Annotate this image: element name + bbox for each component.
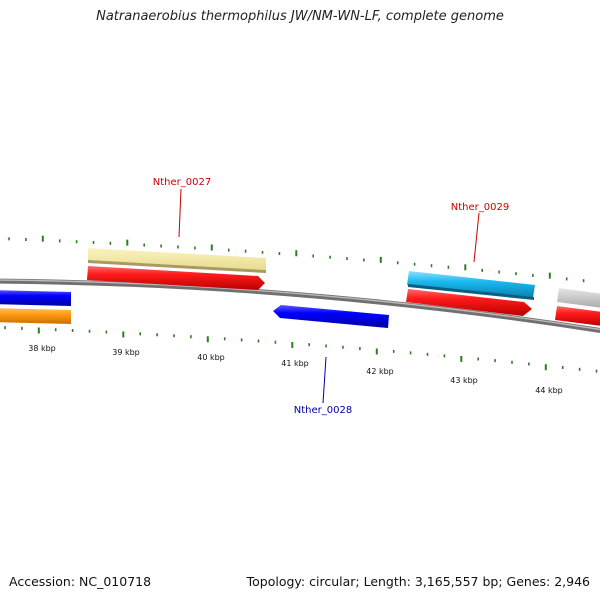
gene-nther-0029-cyan[interactable] bbox=[407, 271, 535, 300]
scale-label: 39 kbp bbox=[112, 348, 140, 357]
scale-label: 42 kbp bbox=[366, 367, 394, 376]
scale-label: 44 kbp bbox=[535, 386, 563, 395]
gene-label-nther-0028[interactable]: Nther_0028 bbox=[294, 405, 352, 416]
topology-text: Topology: circular; Length: 3,165,557 bp… bbox=[246, 574, 590, 589]
gene-right-gray[interactable] bbox=[557, 288, 600, 309]
callout-line-nther-0027 bbox=[178, 188, 182, 238]
gene-nther-0027-khaki[interactable] bbox=[88, 248, 266, 273]
scale-label: 43 kbp bbox=[450, 376, 478, 385]
gene-label-nther-0027[interactable]: Nther_0027 bbox=[153, 177, 211, 188]
scale-label: 40 kbp bbox=[197, 353, 225, 362]
genome-backbone bbox=[0, 278, 600, 333]
callout-line-nther-0029 bbox=[473, 212, 480, 263]
gene-nther-0028[interactable] bbox=[273, 305, 389, 328]
callout-line-nther-0028 bbox=[322, 356, 327, 404]
scale-label: 41 kbp bbox=[281, 359, 309, 368]
gene-nther-0027[interactable] bbox=[87, 266, 265, 290]
gene-left-blue[interactable] bbox=[0, 290, 71, 306]
gene-nther-0029[interactable] bbox=[406, 289, 532, 316]
gene-right-red[interactable] bbox=[555, 306, 600, 327]
scale-label: 38 kbp bbox=[28, 344, 56, 353]
outer-tick-marks bbox=[8, 235, 585, 283]
map-title: Natranaerobius thermophilus JW/NM-WN-LF,… bbox=[96, 9, 504, 24]
inner-tick-marks bbox=[4, 326, 598, 373]
accession-text: Accession: NC_010718 bbox=[9, 574, 152, 589]
gene-label-nther-0029[interactable]: Nther_0029 bbox=[451, 202, 509, 213]
gene-left-orange[interactable] bbox=[0, 308, 71, 324]
